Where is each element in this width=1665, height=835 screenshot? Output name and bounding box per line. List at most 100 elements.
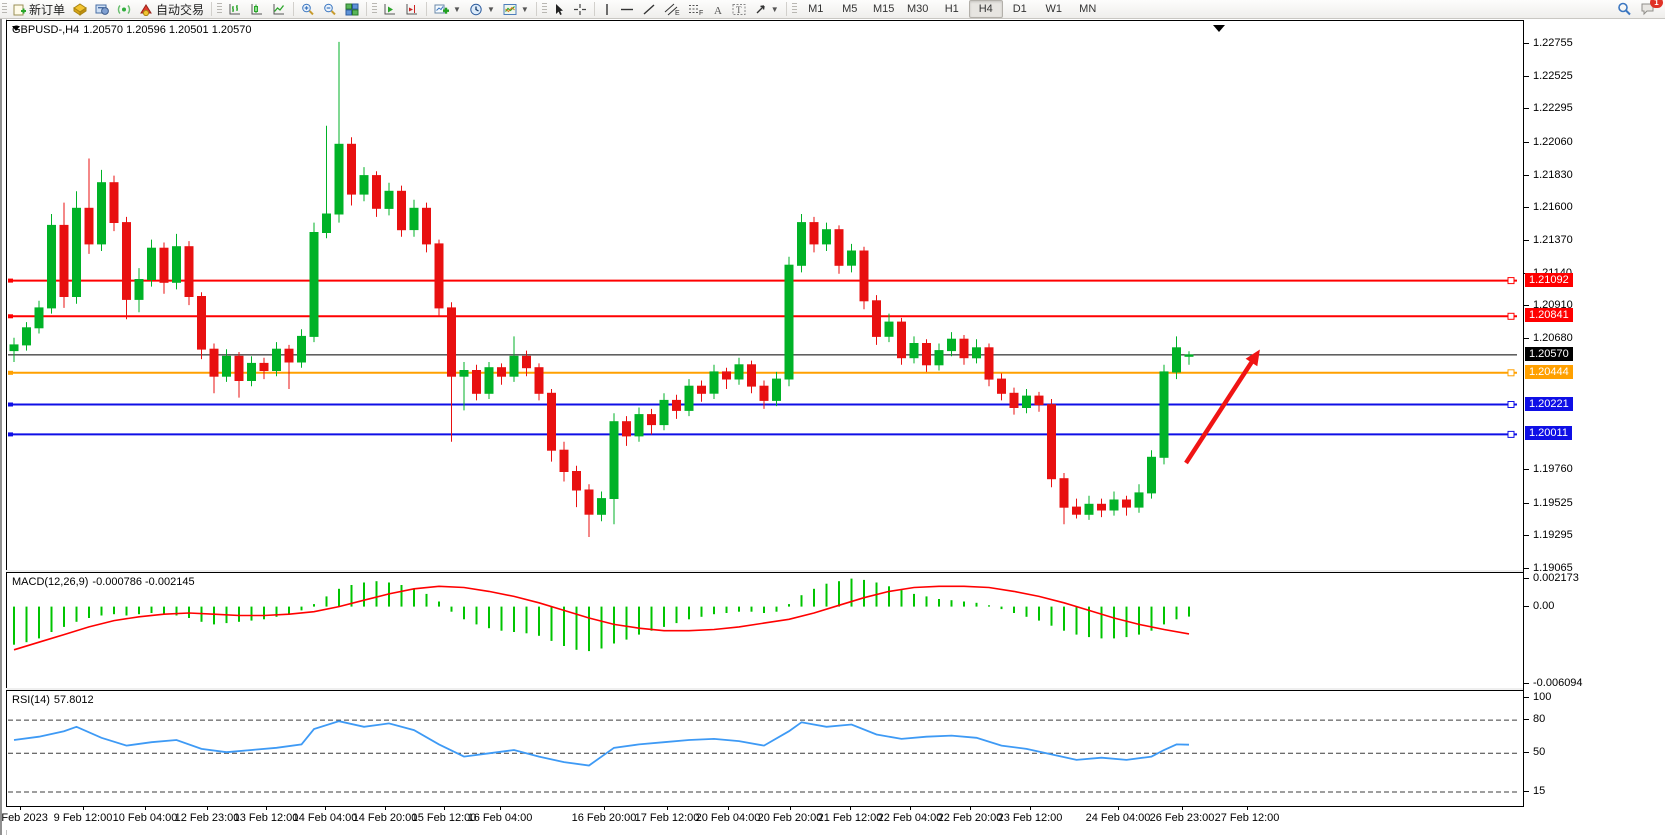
toolbar-drag-handle[interactable] bbox=[372, 3, 378, 15]
svg-text:A: A bbox=[714, 5, 722, 16]
macd-chart-canvas[interactable] bbox=[7, 573, 1522, 686]
price-tick-label: 1.21830 bbox=[1533, 169, 1573, 181]
auto-scroll-button[interactable] bbox=[379, 0, 401, 18]
rsi-panel[interactable]: RSI(14) 57.8012 bbox=[6, 690, 1524, 807]
zoom-in-button[interactable] bbox=[297, 0, 319, 18]
crosshair-button[interactable] bbox=[569, 0, 591, 18]
timeframe-m5-button[interactable]: M5 bbox=[842, 3, 858, 15]
price-tick-label: 1.22755 bbox=[1533, 37, 1573, 49]
cursor-button[interactable] bbox=[549, 0, 569, 18]
candle-body bbox=[97, 182, 106, 245]
macd-tick-label: 0.002173 bbox=[1533, 572, 1579, 584]
price-scale[interactable]: 1.22755 1.22525 1.22295 1.22060 1.21830 1.216… bbox=[1523, 20, 1663, 806]
candle-body bbox=[47, 224, 56, 309]
chart-symbol-period: GBPUSD-,H4 bbox=[12, 24, 80, 36]
chart-shift-icon bbox=[406, 3, 418, 14]
candle-body bbox=[334, 143, 344, 215]
dropdown-caret: ▼ bbox=[520, 4, 529, 14]
price-tick-label: 1.20680 bbox=[1533, 332, 1573, 344]
line-chart-button[interactable] bbox=[268, 0, 290, 18]
line-start-marker bbox=[8, 278, 13, 283]
fibonacci-button[interactable]: F bbox=[684, 0, 708, 18]
candle-body bbox=[659, 399, 669, 426]
candlestick-chart-canvas[interactable] bbox=[7, 21, 1522, 568]
equidistant-channel-button[interactable]: E bbox=[660, 0, 684, 18]
zoom-out-button[interactable] bbox=[319, 0, 341, 18]
horizontal-line-button[interactable] bbox=[616, 0, 638, 18]
timeframe-mn-button[interactable]: MN bbox=[1079, 3, 1097, 15]
toolbar-drag-handle[interactable] bbox=[2, 3, 7, 15]
trend-arrow-line[interactable] bbox=[1184, 355, 1257, 465]
toolbar-drag-handle[interactable] bbox=[217, 3, 223, 15]
text-label-button[interactable]: T bbox=[728, 0, 750, 18]
candle-body bbox=[384, 190, 394, 209]
notifications-button[interactable]: 1 bbox=[1636, 0, 1663, 18]
signals-button[interactable] bbox=[113, 0, 135, 18]
candle-body bbox=[797, 222, 806, 266]
data-window-button[interactable] bbox=[91, 0, 113, 18]
chart-menu-triangle-icon[interactable] bbox=[12, 24, 21, 32]
chart-shift-button[interactable] bbox=[401, 0, 423, 18]
candle-body bbox=[859, 250, 869, 302]
bar-chart-button[interactable] bbox=[224, 0, 246, 18]
timeframe-d1-button[interactable]: D1 bbox=[1012, 3, 1027, 15]
search-button[interactable] bbox=[1613, 0, 1636, 18]
time-tick-label: 27 Feb 12:00 bbox=[1214, 812, 1280, 824]
templates-button[interactable]: ▼ bbox=[499, 0, 533, 18]
candle-body bbox=[722, 371, 731, 380]
macd-signal-line bbox=[13, 585, 1190, 651]
candle-body bbox=[684, 385, 694, 411]
candle-body bbox=[347, 143, 356, 195]
candle-body bbox=[559, 449, 569, 473]
price-level-label-1.20570: 1.20570 bbox=[1525, 347, 1573, 361]
candle-body bbox=[784, 264, 794, 380]
new-order-button[interactable]: 新订单 bbox=[9, 0, 69, 18]
candle-body bbox=[34, 307, 44, 329]
timeframe-m15-button[interactable]: M15 bbox=[873, 3, 895, 15]
time-tick bbox=[728, 806, 729, 810]
tile-windows-button[interactable] bbox=[341, 0, 363, 18]
price-tick-label: 1.22295 bbox=[1533, 102, 1573, 114]
timeframe-h4-button[interactable]: H4 bbox=[968, 0, 1003, 18]
timeframe-m30-button[interactable]: M30 bbox=[907, 3, 929, 15]
chart-window: GBPUSD-,H4 1.20570 1.20596 1.20501 1.205… bbox=[0, 20, 1663, 830]
candle-body bbox=[747, 364, 756, 387]
trendline-button[interactable] bbox=[638, 0, 660, 18]
periods-button[interactable]: ▼ bbox=[465, 0, 499, 18]
toolbar-separator bbox=[535, 2, 537, 16]
auto-trading-button[interactable]: 自动交易 bbox=[135, 0, 208, 18]
price-chart-panel[interactable]: GBPUSD-,H4 1.20570 1.20596 1.20501 1.205… bbox=[6, 20, 1524, 571]
candle-body bbox=[297, 335, 306, 363]
arrows-button[interactable]: ▼ bbox=[750, 0, 783, 18]
cursor-icon bbox=[555, 3, 563, 15]
candlestick-chart-button[interactable] bbox=[246, 0, 268, 18]
market-watch-button[interactable] bbox=[69, 0, 91, 18]
candle-body bbox=[159, 247, 169, 283]
dropdown-caret: ▼ bbox=[770, 4, 779, 14]
rsi-chart-canvas[interactable] bbox=[7, 691, 1522, 804]
panel-splitter[interactable] bbox=[6, 570, 1662, 572]
candle-body bbox=[847, 250, 856, 266]
text-button[interactable]: A bbox=[708, 0, 728, 18]
trend-arrow-head bbox=[1245, 349, 1260, 367]
scroll-to-end-marker[interactable] bbox=[1213, 25, 1225, 32]
vertical-line-button[interactable] bbox=[598, 0, 616, 18]
candle-body bbox=[472, 370, 481, 394]
timeframe-w1-button[interactable]: W1 bbox=[1045, 3, 1062, 15]
toolbar-drag-handle[interactable] bbox=[541, 3, 547, 15]
timeframe-h1-button[interactable]: H1 bbox=[944, 3, 959, 15]
dropdown-caret: ▼ bbox=[486, 4, 495, 14]
candle-body bbox=[1072, 506, 1081, 515]
auto-trading-icon bbox=[140, 3, 152, 16]
candle-body bbox=[422, 207, 431, 245]
candle-body bbox=[1047, 404, 1056, 480]
timeframe-m1-button[interactable]: M1 bbox=[808, 3, 824, 15]
macd-values: -0.000786 -0.002145 bbox=[92, 576, 195, 588]
price-tick-label: 1.19525 bbox=[1533, 497, 1573, 509]
macd-panel[interactable]: MACD(12,26,9) -0.000786 -0.002145 bbox=[6, 572, 1524, 689]
toolbar-drag-handle[interactable] bbox=[791, 3, 797, 15]
panel-splitter[interactable] bbox=[6, 688, 1662, 690]
line-end-marker bbox=[1507, 312, 1515, 320]
new-chart-button[interactable]: ▼ bbox=[430, 0, 465, 18]
